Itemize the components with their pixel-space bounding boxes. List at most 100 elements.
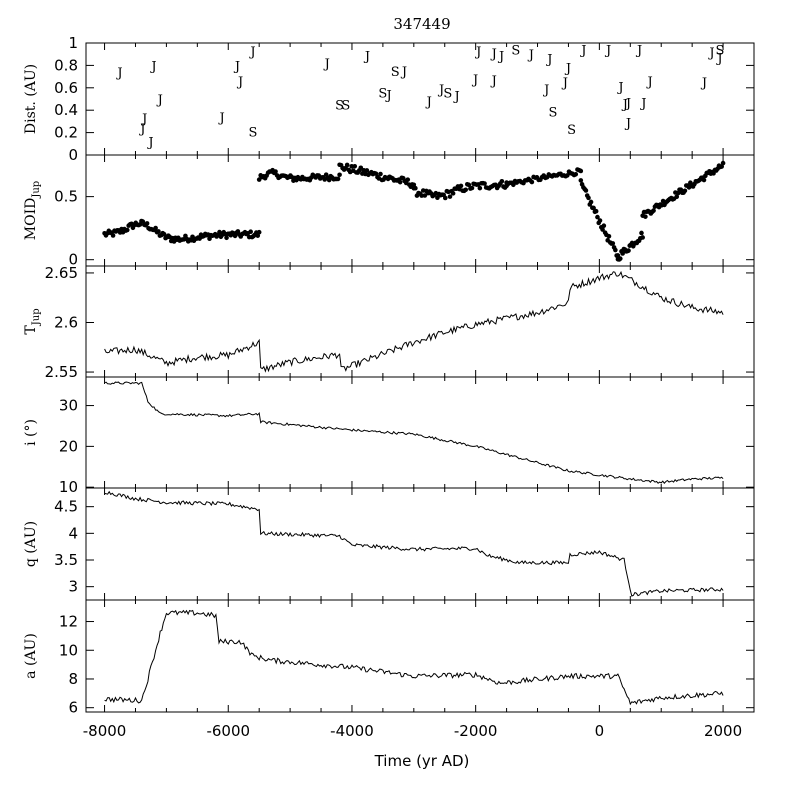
- moid-point: [411, 182, 417, 188]
- panel-incl: 10 20 30 i (°): [23, 376, 755, 496]
- dist-ytick-label: 0.4: [54, 101, 78, 119]
- dist-marker-jupiter: J: [323, 57, 330, 72]
- a-ytick-label: 6: [68, 699, 78, 717]
- dist-marker-saturn: S: [549, 105, 558, 120]
- moid-point: [511, 182, 516, 188]
- dist-marker-saturn: S: [341, 99, 350, 114]
- moid-point: [643, 214, 648, 219]
- tjup-ytick-label: 2.65: [45, 264, 78, 282]
- dist-marker-jupiter: J: [146, 136, 153, 151]
- moid-point: [499, 178, 505, 184]
- dist-marker-jupiter: J: [700, 76, 707, 91]
- moid-point: [466, 182, 472, 188]
- moid-point: [529, 179, 535, 185]
- incl-ytick-label: 30: [59, 397, 78, 415]
- moid-point: [373, 171, 379, 176]
- dist-marker-jupiter: J: [527, 48, 534, 63]
- moid-y-axis-label: MOIDJup: [23, 181, 42, 240]
- dist-ytick-label: 1: [68, 34, 78, 52]
- moid-point: [469, 185, 475, 191]
- moid-point: [583, 188, 589, 193]
- moid-point: [617, 256, 623, 261]
- dist-marker-jupiter: J: [400, 65, 407, 80]
- q-ytick-label: 4.5: [54, 498, 78, 516]
- dist-marker-jupiter: J: [564, 62, 571, 77]
- moid-point: [405, 177, 411, 182]
- x-axis-label: Time (yr AD): [374, 752, 470, 770]
- a-frame: [85, 599, 755, 713]
- dist-marker-jupiter: J: [616, 81, 623, 96]
- moid-point: [255, 233, 261, 238]
- moid-point: [397, 179, 403, 185]
- dist-marker-jupiter: J: [497, 49, 504, 64]
- moid-point: [573, 171, 579, 177]
- moid-point: [591, 205, 596, 211]
- dist-marker-jupiter: J: [217, 111, 224, 126]
- moid-point: [674, 194, 680, 200]
- incl-frame: [85, 376, 755, 489]
- a-ytick-label: 10: [59, 641, 78, 659]
- a-y-axis-label: a (AU): [23, 633, 39, 679]
- moid-point: [477, 185, 483, 191]
- moid-point: [124, 227, 130, 233]
- moid-point: [458, 183, 464, 189]
- moid-point: [337, 172, 342, 178]
- moid-point: [565, 173, 570, 178]
- moid-point: [144, 221, 150, 226]
- moid-point: [620, 251, 625, 256]
- dist-marker-jupiter: J: [639, 96, 646, 111]
- dist-marker-jupiter: J: [474, 45, 481, 60]
- moid-point: [447, 194, 453, 199]
- chart-title: 347449: [393, 15, 450, 33]
- dist-marker-saturn: S: [567, 123, 576, 138]
- moid-point: [482, 181, 487, 186]
- moid-point: [578, 178, 584, 183]
- moid-point: [326, 177, 332, 183]
- tjup-ytick-label: 2.6: [54, 313, 78, 331]
- moid-point: [110, 233, 116, 238]
- moid-point: [720, 160, 726, 166]
- moid-ytick-label: 0: [68, 251, 78, 269]
- dist-marker-jupiter: J: [115, 66, 122, 81]
- x-tick-label: 0: [595, 722, 605, 740]
- moid-point: [153, 225, 158, 231]
- moid-point: [651, 208, 656, 213]
- dist-marker-saturn: S: [391, 65, 400, 80]
- dist-marker-jupiter: J: [621, 97, 628, 112]
- incl-ytick-label: 10: [59, 478, 78, 496]
- moid-point: [613, 247, 618, 253]
- dist-marker-jupiter: J: [645, 75, 652, 90]
- dist-marker-jupiter: J: [425, 95, 432, 110]
- moid-point: [586, 195, 591, 201]
- tjup-series-line: [104, 270, 724, 373]
- incl-y-axis-label: i (°): [23, 419, 39, 446]
- q-ytick-label: 3: [68, 578, 78, 596]
- dist-frame: [85, 42, 755, 156]
- moid-point: [701, 177, 707, 183]
- dist-marker-jupiter: J: [248, 45, 255, 60]
- x-tick-label: -4000: [330, 722, 374, 740]
- dist-marker-jupiter: J: [635, 44, 642, 59]
- dist-marker-jupiter: J: [624, 96, 631, 111]
- moid-point: [335, 176, 341, 182]
- dist-marker-jupiter: J: [471, 73, 478, 88]
- moid-point: [578, 168, 584, 174]
- a-ytick-label: 12: [59, 613, 78, 631]
- moid-point: [435, 195, 440, 201]
- dist-marker-jupiter: J: [490, 47, 497, 62]
- q-ytick-label: 3.5: [54, 551, 78, 569]
- q-frame: [85, 487, 755, 601]
- moid-point: [161, 231, 167, 237]
- dist-marker-saturn: S: [511, 44, 520, 59]
- dist-marker-jupiter: J: [490, 74, 497, 89]
- dist-marker-saturn: S: [443, 86, 452, 101]
- dist-ytick-label: 0: [68, 146, 78, 164]
- panel-a: 6 8 10 12 a (AU): [23, 599, 755, 717]
- moid-point: [358, 165, 364, 171]
- dist-marker-jupiter: J: [579, 44, 586, 59]
- tjup-ytick-label: 2.55: [45, 363, 78, 381]
- panel-q: 3 3.5 4 4.5 q (AU): [23, 487, 755, 601]
- moid-point: [610, 241, 616, 246]
